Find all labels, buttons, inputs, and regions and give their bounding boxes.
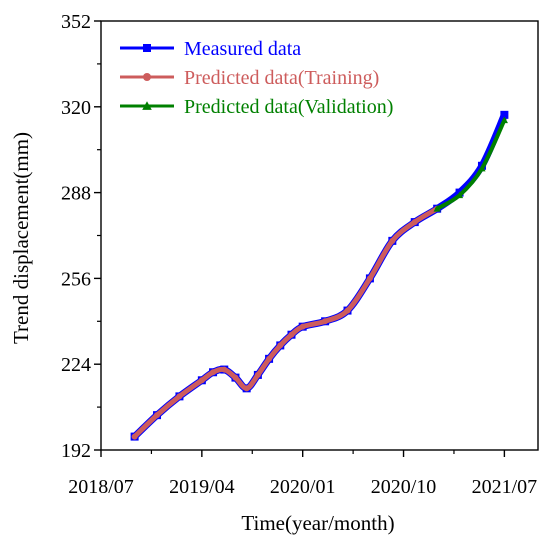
data-point: [455, 191, 464, 199]
legend-label: Predicted data(Validation): [184, 96, 393, 118]
legend: Measured data Predicted data(Training) Pre…: [120, 38, 393, 118]
x-tick-label: 2018/07: [68, 476, 134, 498]
data-point: [366, 275, 373, 282]
data-point: [131, 433, 138, 440]
data-point: [254, 371, 261, 378]
data-point: [500, 110, 509, 119]
legend-swatch-marker: [143, 44, 151, 52]
legend-label: Measured data: [184, 38, 301, 60]
data-point: [478, 164, 486, 172]
data-point: [322, 318, 329, 325]
data-point: [154, 412, 161, 419]
legend-swatch-marker: [143, 73, 151, 81]
x-tick-label: 2021/07: [472, 476, 538, 498]
data-point: [243, 385, 250, 392]
legend-swatch-marker: [142, 101, 152, 110]
y-axis: 192 224 256 288 320 352: [61, 11, 101, 462]
series-layer: [130, 110, 509, 441]
y-tick-label: 288: [61, 183, 91, 205]
series-triangle: [433, 116, 508, 212]
series-circle: [131, 205, 441, 440]
x-tick-label: 2020/10: [371, 476, 437, 498]
data-point: [500, 116, 508, 124]
legend-entry: Predicted data(Training): [120, 67, 379, 89]
y-tick-label: 352: [61, 11, 91, 33]
data-point: [176, 393, 183, 400]
data-point: [344, 307, 351, 314]
y-axis-label: Trend displacement(mm): [9, 132, 33, 344]
y-tick-label: 256: [61, 268, 91, 290]
legend-label: Predicted data(Training): [184, 67, 379, 89]
x-axis: 2018/07 2019/04 2020/01 2020/10 2021/07: [68, 450, 537, 498]
x-axis-label: Time(year/month): [241, 511, 394, 535]
x-tick-label: 2020/01: [270, 476, 336, 498]
data-point: [210, 369, 217, 376]
data-point: [299, 323, 306, 330]
y-tick-label: 192: [61, 440, 91, 462]
data-point: [433, 205, 441, 212]
data-point: [389, 237, 396, 244]
data-point: [266, 355, 273, 362]
series-line: [435, 118, 507, 211]
data-point: [232, 374, 239, 381]
data-point: [221, 366, 228, 373]
data-point: [288, 331, 295, 338]
data-point: [411, 219, 418, 226]
legend-entry: Measured data: [120, 38, 301, 60]
y-tick-label: 320: [61, 97, 91, 119]
legend-entry: Predicted data(Validation): [120, 96, 393, 118]
data-point: [198, 377, 205, 384]
y-tick-label: 224: [61, 354, 91, 376]
x-tick-label: 2019/04: [169, 476, 235, 498]
data-point: [277, 342, 284, 349]
